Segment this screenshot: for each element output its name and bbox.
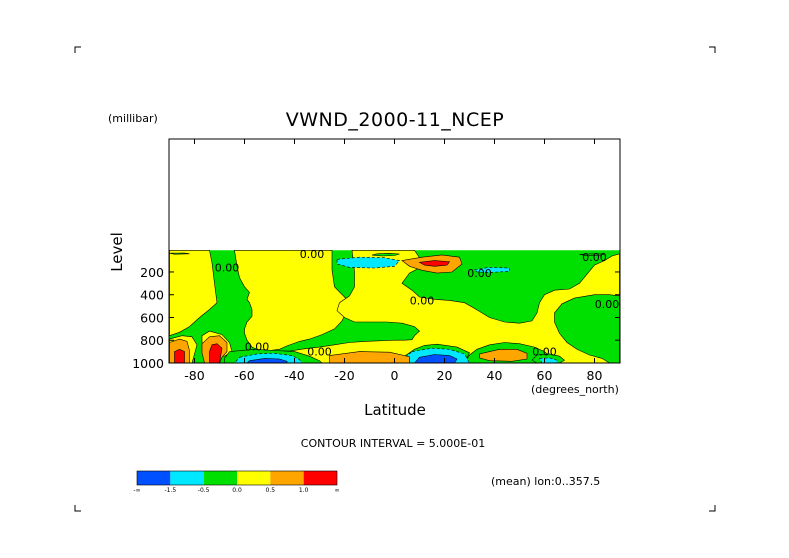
contour-label: 0.00 [215, 261, 240, 274]
contour-region-negative [539, 357, 558, 363]
footer-note: (mean) lon:0..357.5 [491, 475, 600, 488]
contour-region-positive [329, 351, 410, 363]
y-tick-label: 600 [140, 310, 164, 325]
x-units-label: (degrees_north) [531, 383, 619, 396]
contour-region-positive [418, 260, 451, 267]
contour-region-positive [209, 343, 223, 363]
x-tick-label: 0 [391, 368, 399, 383]
colorbar-label: -0.5 [198, 487, 210, 494]
x-tick-label: 60 [537, 368, 553, 383]
chart-title: VWND_2000-11_NCEP [286, 109, 504, 131]
x-tick-label: -60 [234, 368, 254, 383]
crop-mark-top-left [74, 46, 81, 53]
x-tick-label: -40 [284, 368, 304, 383]
y-units-label: (millibar) [108, 112, 158, 125]
contour-label: 0.00 [532, 346, 557, 359]
contour-fill-regions [169, 250, 620, 363]
contour-label: 0.00 [467, 267, 492, 280]
colorbar-swatch [170, 471, 204, 485]
contour-label: 0.00 [245, 340, 270, 353]
colorbar-swatch [303, 471, 337, 485]
contour-region-negative [169, 252, 190, 255]
colorbar-swatch [270, 471, 304, 485]
contour-label: 0.00 [582, 251, 607, 264]
contour-region-negative [336, 256, 401, 269]
contour-region-negative [371, 252, 400, 257]
colorbar-label: 1.0 [299, 487, 309, 494]
x-tick-label: 80 [587, 368, 603, 383]
contour-label: 0.00 [410, 294, 435, 307]
contour-label: 0.00 [300, 248, 325, 261]
contour-label: 0.00 [595, 298, 620, 311]
contour-region-negative [579, 253, 605, 257]
contour-region-positive [231, 250, 620, 363]
contour-region-positive [174, 348, 185, 363]
y-tick-label: 1000 [132, 356, 164, 371]
colorbar-label: -∞ [133, 487, 140, 494]
contour-interval-text: CONTOUR INTERVAL = 5.000E-01 [301, 437, 485, 450]
x-tick-label: -20 [334, 368, 354, 383]
contour-label: 0.00 [307, 346, 332, 359]
x-tick-label: -80 [184, 368, 204, 383]
colorbar-label: 0.0 [232, 487, 242, 494]
x-axis-title: Latitude [364, 401, 426, 419]
contour-region-positive [479, 348, 528, 362]
contour-label-group: 0.00 0.00 0.00 0.00 0.00 0.00 0.00 0.00 0.00 [215, 248, 620, 359]
colorbar-swatch [137, 471, 171, 485]
colorbar-frame [136, 470, 338, 486]
colorbar-label: 0.5 [266, 487, 276, 494]
contour-region-negative [246, 358, 288, 363]
y-axis-title: Level [108, 232, 126, 272]
x-tick-label: 40 [487, 368, 503, 383]
colorbar-label: ∞ [335, 487, 340, 494]
x-tick-label: 20 [437, 368, 453, 383]
contour-region-negative [554, 294, 620, 363]
colorbar-swatch [203, 471, 237, 485]
y-tick-label: 200 [140, 265, 164, 280]
colorbar-swatch [237, 471, 271, 485]
axis-ticks: -80 -60 -40 -20 0 20 40 60 80 200 400 600 800 1000 [132, 139, 620, 383]
colorbar: -∞ -1.5 -0.5 0.0 0.5 1.0 ∞ [133, 470, 340, 494]
crop-marks [74, 46, 716, 512]
contour-region-negative [473, 267, 510, 273]
colorbar-label: -1.5 [164, 487, 176, 494]
contour-region-negative [414, 354, 458, 363]
y-tick-label: 800 [140, 333, 164, 348]
y-tick-label: 400 [140, 288, 164, 303]
contour-region-positive [169, 250, 218, 337]
crop-mark-bottom-right [709, 505, 716, 512]
crop-mark-top-right [709, 46, 716, 53]
crop-mark-bottom-left [74, 505, 81, 512]
